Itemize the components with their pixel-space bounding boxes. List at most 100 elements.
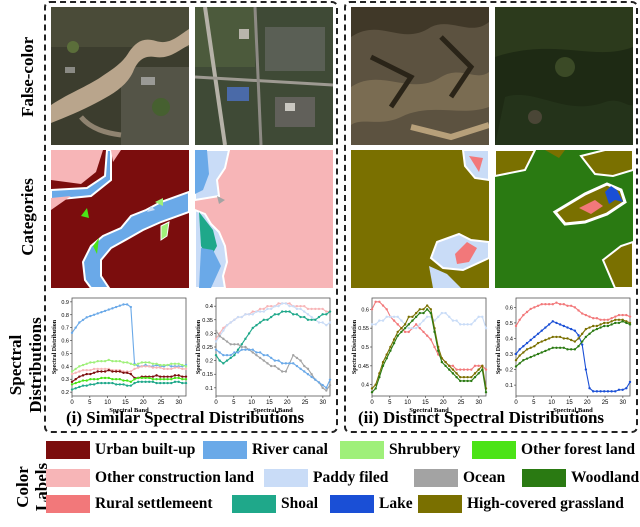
data-point [233, 318, 236, 321]
data-point [89, 369, 92, 372]
data-point [136, 376, 140, 380]
legend-item-high-covered-grassland: High-covered grassland [418, 492, 624, 516]
data-point [295, 313, 299, 316]
data-point [321, 321, 324, 324]
data-point [173, 376, 177, 380]
panel-distinct [344, 1, 638, 433]
data-point [628, 315, 632, 318]
data-point [114, 378, 118, 381]
data-point [122, 371, 125, 374]
legend-swatch [414, 469, 458, 487]
data-point [477, 368, 480, 371]
data-point [240, 345, 243, 349]
data-point [295, 364, 299, 368]
data-point [555, 335, 558, 339]
data-point [562, 303, 566, 306]
data-point [151, 375, 155, 378]
data-point [477, 364, 480, 368]
data-point [466, 368, 469, 371]
data-point [577, 337, 580, 340]
data-point [310, 373, 313, 376]
data-point [470, 375, 473, 379]
data-point [218, 351, 221, 354]
data-point [317, 321, 321, 324]
caption-distinct: (ii) Distinct Spectral Distributions [358, 408, 605, 427]
data-point [100, 381, 103, 385]
data-point [440, 360, 444, 364]
y-tick-label: 0.6 [61, 339, 69, 345]
data-point [533, 345, 536, 348]
data-point [129, 370, 133, 373]
data-point [299, 304, 302, 308]
data-point [258, 356, 262, 360]
x-tick-label: 0 [370, 400, 374, 406]
data-point [321, 307, 324, 311]
y-tick-label: 0.4 [205, 304, 213, 310]
data-point [244, 345, 247, 349]
data-point [462, 375, 466, 379]
spectral-chart-4-svg: 0 5 10 15 20 25 30 0.1 0.2 0.3 0.4 0.5 0.6 Spectral B… [496, 297, 632, 414]
data-point [118, 383, 122, 386]
data-point [392, 338, 396, 341]
data-point [436, 315, 440, 319]
data-point [170, 362, 173, 365]
data-point [144, 376, 147, 380]
x-axis-label: Spectral Band [109, 407, 149, 414]
data-point [277, 302, 280, 305]
data-point [522, 345, 525, 348]
data-point [374, 387, 377, 390]
legend-swatch [472, 441, 516, 459]
data-point [451, 319, 455, 322]
data-point [96, 381, 99, 385]
data-point [544, 338, 547, 342]
y-tick-label: 0.45 [358, 364, 369, 370]
data-point [155, 374, 158, 377]
data-point [484, 368, 488, 371]
x-tick-label: 20 [440, 400, 447, 406]
data-point [536, 304, 540, 307]
data-point [422, 308, 425, 311]
data-point [573, 329, 577, 332]
data-point [562, 337, 566, 340]
data-point [614, 390, 617, 393]
data-point [222, 337, 225, 341]
data-point [599, 326, 602, 329]
data-point [606, 321, 610, 325]
data-point [599, 318, 602, 321]
data-point [273, 304, 277, 308]
data-point [466, 323, 469, 326]
y-tick-label: 0.1 [505, 383, 513, 389]
data-point [444, 360, 447, 364]
data-point [70, 370, 74, 373]
data-point [558, 323, 562, 326]
data-point [251, 351, 254, 354]
data-point [603, 321, 606, 325]
legend-swatch [340, 441, 384, 459]
data-point [370, 308, 374, 311]
data-point [584, 313, 588, 317]
data-point [251, 348, 254, 351]
data-point [614, 318, 617, 321]
data-point [177, 380, 180, 384]
x-tick-label: 10 [548, 400, 555, 406]
data-point [236, 348, 240, 351]
data-point [407, 323, 410, 326]
data-point [299, 307, 302, 311]
x-tick-label: 15 [266, 400, 273, 406]
legend-label: River canal [252, 441, 328, 458]
data-point [140, 361, 144, 364]
data-point [411, 319, 414, 322]
data-point [133, 378, 136, 381]
legend-item-other-forest-land: Other forest land [472, 438, 635, 462]
data-point [551, 335, 554, 339]
x-tick-label: 30 [620, 400, 627, 406]
data-point [425, 315, 429, 319]
data-point [177, 376, 180, 380]
data-point [89, 383, 92, 386]
category-map-1 [51, 150, 189, 288]
x-tick-label: 20 [584, 400, 591, 406]
data-point [540, 329, 543, 332]
data-point [122, 303, 125, 306]
y-tick-label: 0.9 [61, 300, 69, 306]
data-point [173, 362, 177, 365]
